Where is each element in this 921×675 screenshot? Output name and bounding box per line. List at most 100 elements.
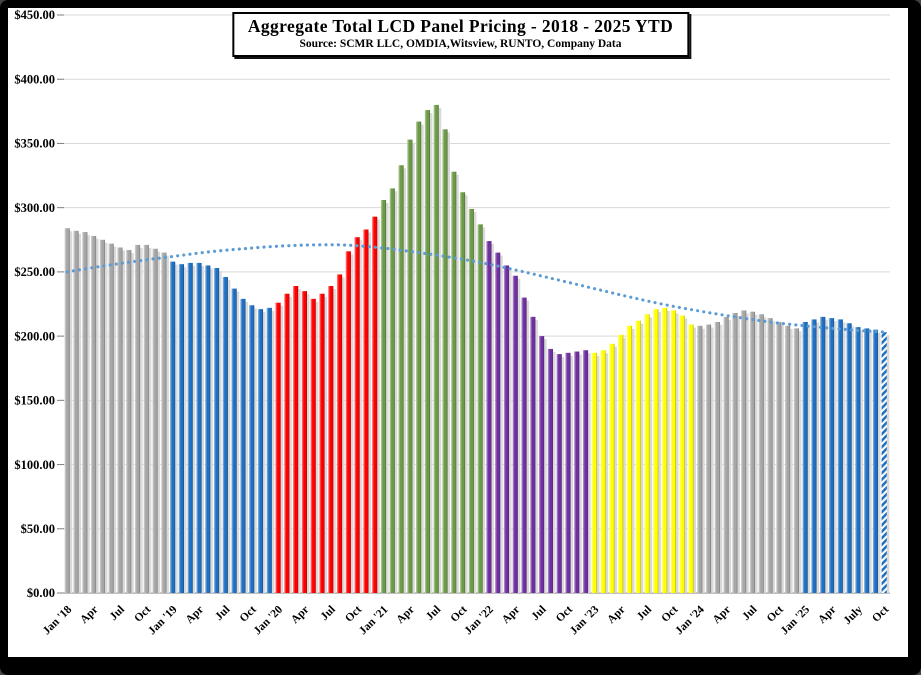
bar-shadow xyxy=(87,235,90,593)
y-tick-label: $150.00 xyxy=(14,394,55,408)
bar xyxy=(714,321,720,593)
bar xyxy=(398,165,404,593)
bar-shadow xyxy=(640,323,644,593)
bar xyxy=(99,239,105,593)
x-tick-label: Apr xyxy=(394,604,416,626)
bar-shadow xyxy=(834,321,837,593)
bar xyxy=(178,264,185,593)
bar xyxy=(670,310,676,593)
bar xyxy=(723,316,729,593)
bar xyxy=(205,265,211,593)
x-tick-label: Oct xyxy=(449,604,470,625)
bar xyxy=(846,323,852,593)
x-tick-label: Oct xyxy=(343,604,364,625)
bar xyxy=(231,288,237,593)
y-tick-label: $450.00 xyxy=(14,8,55,22)
bar-shadow xyxy=(711,327,714,593)
bar xyxy=(143,244,149,593)
bar xyxy=(538,336,545,593)
bar-shadow xyxy=(254,308,257,593)
x-tick-label: Apr xyxy=(711,604,733,626)
bar-shadow xyxy=(526,300,530,593)
bar xyxy=(424,110,430,593)
bar xyxy=(591,352,597,593)
bar-shadow xyxy=(245,301,248,593)
bar-shadow xyxy=(535,319,538,593)
x-tick-label: Jan '19 xyxy=(146,603,180,637)
bar-shadow xyxy=(754,314,758,593)
bar-shadow xyxy=(236,291,240,593)
bar-shadow xyxy=(842,322,846,593)
bar xyxy=(468,208,474,593)
bar-shadow xyxy=(667,310,670,593)
bar xyxy=(354,237,360,593)
bar xyxy=(152,248,158,593)
bar xyxy=(574,351,580,593)
bar-shadow xyxy=(658,312,661,593)
bar xyxy=(319,293,325,593)
bar-shadow xyxy=(271,310,275,593)
bar-shadow xyxy=(333,289,336,593)
bar-shadow xyxy=(280,305,284,593)
bar-shadow xyxy=(649,317,653,593)
x-tick-label: Oct xyxy=(659,604,680,625)
x-tick-label: Oct xyxy=(554,604,575,625)
bar-shadow xyxy=(429,113,433,593)
bar xyxy=(679,315,685,593)
x-tick-label: Jan '25 xyxy=(779,603,813,637)
bar xyxy=(688,324,694,593)
bar-shadow xyxy=(368,232,371,593)
bar xyxy=(503,265,510,593)
bar-shadow xyxy=(183,267,187,593)
bar-shadow xyxy=(772,321,776,593)
bar xyxy=(451,171,457,594)
bar xyxy=(661,307,668,593)
bar xyxy=(442,129,448,593)
bar xyxy=(82,232,88,593)
bar xyxy=(73,230,79,593)
bar xyxy=(187,262,193,593)
bar xyxy=(240,298,246,593)
x-tick-label: July xyxy=(842,603,866,627)
x-tick-label: Apr xyxy=(816,604,838,626)
x-tick-label: Jan '23 xyxy=(568,603,602,637)
bar xyxy=(249,305,255,593)
bar xyxy=(758,314,764,593)
bar-shadow xyxy=(96,238,99,593)
bar-shadow xyxy=(157,251,161,593)
bar-shadow xyxy=(763,317,767,593)
bar xyxy=(547,348,553,593)
x-tick-label: Jul xyxy=(529,604,548,623)
bar-shadow xyxy=(719,324,723,593)
bar-shadow xyxy=(306,294,310,593)
x-tick-label: Jul xyxy=(108,604,127,623)
bar-shadow xyxy=(491,244,494,593)
x-tick-label: Oct xyxy=(870,604,891,625)
bar xyxy=(380,199,387,593)
bar-shadow xyxy=(816,322,819,593)
bar-shadow xyxy=(315,301,319,593)
bar-shadow xyxy=(131,253,134,593)
bar xyxy=(345,251,351,594)
bar-shadow xyxy=(421,124,424,593)
bar xyxy=(161,252,167,593)
bar-shadow xyxy=(684,318,688,593)
bar xyxy=(301,291,307,593)
x-tick-label: Jan '18 xyxy=(41,603,75,637)
bar-shadow xyxy=(702,328,705,593)
bar-shadow xyxy=(561,357,565,593)
x-tick-label: Apr xyxy=(605,604,627,626)
bar xyxy=(828,318,835,593)
bar xyxy=(732,312,738,593)
trendline-dotted xyxy=(65,243,886,334)
bar xyxy=(705,324,712,593)
bar-shadow xyxy=(877,332,881,593)
bar-shadow xyxy=(148,247,152,593)
y-tick-label: $400.00 xyxy=(14,72,55,86)
bar-shadow xyxy=(69,231,73,593)
bar xyxy=(117,247,123,594)
bar-shadow xyxy=(359,240,363,593)
chart-title: Aggregate Total LCD Panel Pricing - 2018… xyxy=(247,16,674,36)
